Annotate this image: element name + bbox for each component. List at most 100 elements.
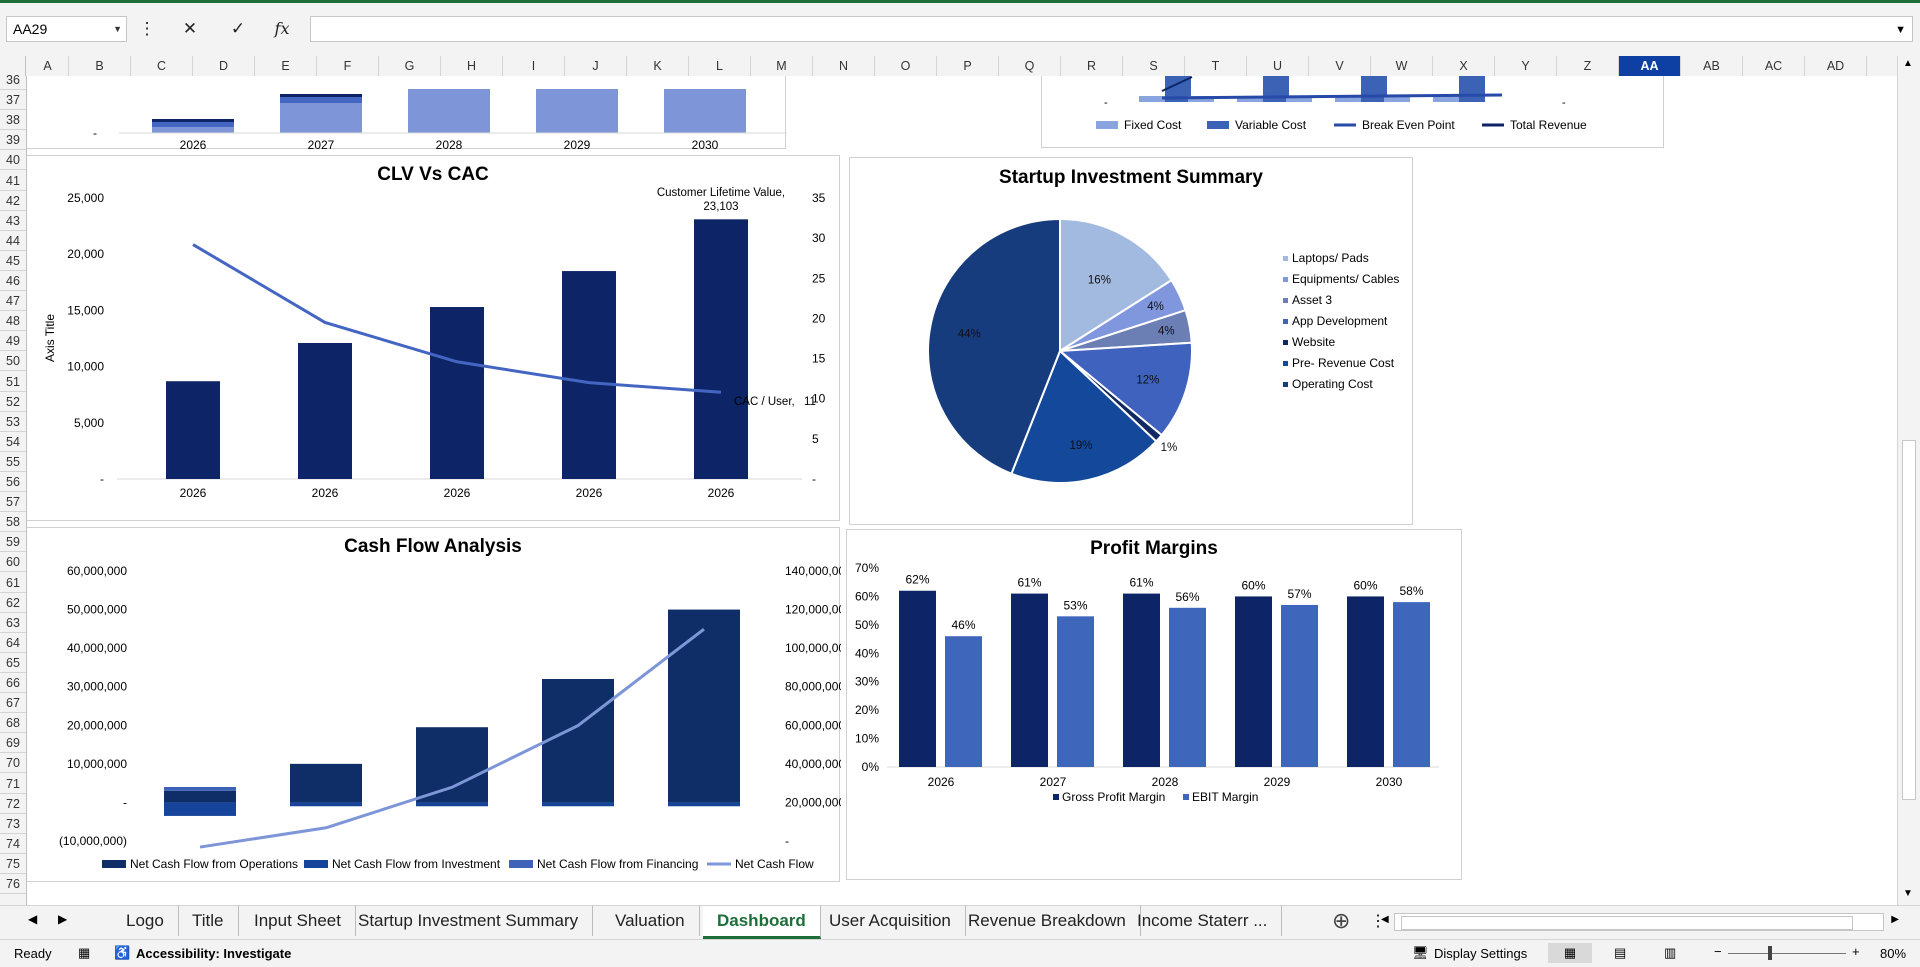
- column-header-x[interactable]: X: [1433, 56, 1495, 76]
- column-header-i[interactable]: I: [503, 56, 565, 76]
- row-header-55[interactable]: 55: [0, 452, 26, 472]
- row-header-59[interactable]: 59: [0, 532, 26, 552]
- row-header-56[interactable]: 56: [0, 472, 26, 492]
- row-header-71[interactable]: 71: [0, 774, 26, 794]
- scroll-down-icon[interactable]: ▼: [1903, 888, 1913, 899]
- zoom-slider[interactable]: [1728, 953, 1846, 954]
- row-header-67[interactable]: 67: [0, 693, 26, 713]
- row-header-42[interactable]: 42: [0, 191, 26, 211]
- vertical-scrollbar[interactable]: ▲ ▼: [1897, 56, 1920, 905]
- column-header-v[interactable]: V: [1309, 56, 1371, 76]
- hscroll-left-icon[interactable]: ◀: [1381, 914, 1389, 925]
- tab-scroll-left-icon[interactable]: ◀: [28, 912, 37, 926]
- accessibility-status[interactable]: Accessibility: Investigate: [136, 946, 291, 961]
- column-header-a[interactable]: A: [27, 56, 69, 76]
- enter-icon[interactable]: ✓: [224, 16, 252, 42]
- zoom-out-icon[interactable]: −: [1714, 944, 1722, 959]
- startup-investment-summary-chart[interactable]: Startup Investment Summary 16%4%4%12%1%1…: [849, 157, 1413, 525]
- row-header-37[interactable]: 37: [0, 90, 26, 110]
- row-header-44[interactable]: 44: [0, 231, 26, 251]
- expand-formula-icon[interactable]: ▼: [1895, 17, 1906, 43]
- horizontal-scroll-thumb[interactable]: [1401, 916, 1853, 930]
- sheet-tab-revenue-breakdown[interactable]: Revenue Breakdown: [954, 906, 1141, 936]
- column-header-q[interactable]: Q: [999, 56, 1061, 76]
- column-header-p[interactable]: P: [937, 56, 999, 76]
- row-header-43[interactable]: 43: [0, 211, 26, 231]
- chevron-down-icon[interactable]: ▼: [113, 17, 122, 41]
- row-header-40[interactable]: 40: [0, 150, 26, 170]
- row-header-63[interactable]: 63: [0, 613, 26, 633]
- row-header-73[interactable]: 73: [0, 814, 26, 834]
- vertical-scroll-thumb[interactable]: [1902, 440, 1916, 800]
- row-header-54[interactable]: 54: [0, 432, 26, 452]
- row-header-68[interactable]: 68: [0, 713, 26, 733]
- column-header-z[interactable]: Z: [1557, 56, 1619, 76]
- row-header-58[interactable]: 58: [0, 512, 26, 532]
- column-header-w[interactable]: W: [1371, 56, 1433, 76]
- page-break-view-icon[interactable]: ▥: [1664, 945, 1676, 961]
- name-box[interactable]: AA29 ▼: [6, 16, 127, 42]
- row-header-57[interactable]: 57: [0, 492, 26, 512]
- more-options-icon[interactable]: ⋮: [137, 16, 157, 42]
- row-header-64[interactable]: 64: [0, 633, 26, 653]
- column-header-o[interactable]: O: [875, 56, 937, 76]
- row-header-47[interactable]: 47: [0, 291, 26, 311]
- row-header-66[interactable]: 66: [0, 673, 26, 693]
- column-header-u[interactable]: U: [1247, 56, 1309, 76]
- horizontal-scrollbar[interactable]: ◀ ▶: [1394, 913, 1884, 931]
- cancel-icon[interactable]: ✕: [176, 16, 204, 42]
- row-header-60[interactable]: 60: [0, 552, 26, 572]
- row-header-45[interactable]: 45: [0, 251, 26, 271]
- row-header-39[interactable]: 39: [0, 130, 26, 150]
- zoom-in-icon[interactable]: +: [1852, 944, 1860, 959]
- column-header-b[interactable]: B: [69, 56, 131, 76]
- zoom-slider-thumb[interactable]: [1768, 946, 1772, 960]
- normal-view-icon[interactable]: ▦: [1548, 943, 1592, 963]
- scroll-up-icon[interactable]: ▲: [1903, 58, 1913, 69]
- page-layout-view-icon[interactable]: ▤: [1614, 945, 1626, 961]
- profit-margins-chart[interactable]: Profit Margins 70%60%50%40%30%20%10%0%62…: [846, 529, 1462, 880]
- row-header-72[interactable]: 72: [0, 794, 26, 814]
- sheet-tab-dashboard[interactable]: Dashboard: [703, 906, 821, 939]
- column-header-c[interactable]: C: [131, 56, 193, 76]
- column-header-g[interactable]: G: [379, 56, 441, 76]
- sheet-tab-logo[interactable]: Logo: [112, 906, 179, 936]
- sheet-tab-input-sheet[interactable]: Input Sheet: [240, 906, 356, 936]
- add-sheet-icon[interactable]: ⊕: [1332, 908, 1350, 934]
- column-header-ac[interactable]: AC: [1743, 56, 1805, 76]
- row-header-65[interactable]: 65: [0, 653, 26, 673]
- column-header-h[interactable]: H: [441, 56, 503, 76]
- tab-scroll-right-icon[interactable]: ▶: [58, 912, 67, 926]
- display-settings-button[interactable]: Display Settings: [1434, 946, 1527, 961]
- row-header-53[interactable]: 53: [0, 412, 26, 432]
- column-header-k[interactable]: K: [627, 56, 689, 76]
- row-header-61[interactable]: 61: [0, 573, 26, 593]
- sheet-tab-startup-investment-summary[interactable]: Startup Investment Summary: [344, 906, 593, 936]
- row-header-69[interactable]: 69: [0, 733, 26, 753]
- column-header-f[interactable]: F: [317, 56, 379, 76]
- row-header-75[interactable]: 75: [0, 854, 26, 874]
- column-header-ab[interactable]: AB: [1681, 56, 1743, 76]
- column-header-y[interactable]: Y: [1495, 56, 1557, 76]
- row-header-41[interactable]: 41: [0, 171, 26, 191]
- column-header-n[interactable]: N: [813, 56, 875, 76]
- column-header-e[interactable]: E: [255, 56, 317, 76]
- column-header-m[interactable]: M: [751, 56, 813, 76]
- row-header-46[interactable]: 46: [0, 271, 26, 291]
- row-header-74[interactable]: 74: [0, 834, 26, 854]
- column-header-aa[interactable]: AA: [1619, 56, 1681, 76]
- row-header-52[interactable]: 52: [0, 392, 26, 412]
- hscroll-right-icon[interactable]: ▶: [1891, 914, 1899, 925]
- column-header-r[interactable]: R: [1061, 56, 1123, 76]
- macro-recorder-icon[interactable]: ▦: [78, 945, 90, 961]
- sheet-tab-user-acquisition[interactable]: User Acquisition: [815, 906, 966, 936]
- sheet-tab-valuation[interactable]: Valuation: [601, 906, 700, 936]
- column-header-ad[interactable]: AD: [1805, 56, 1867, 76]
- accessibility-icon[interactable]: ♿: [114, 945, 130, 961]
- row-header-76[interactable]: 76: [0, 874, 26, 894]
